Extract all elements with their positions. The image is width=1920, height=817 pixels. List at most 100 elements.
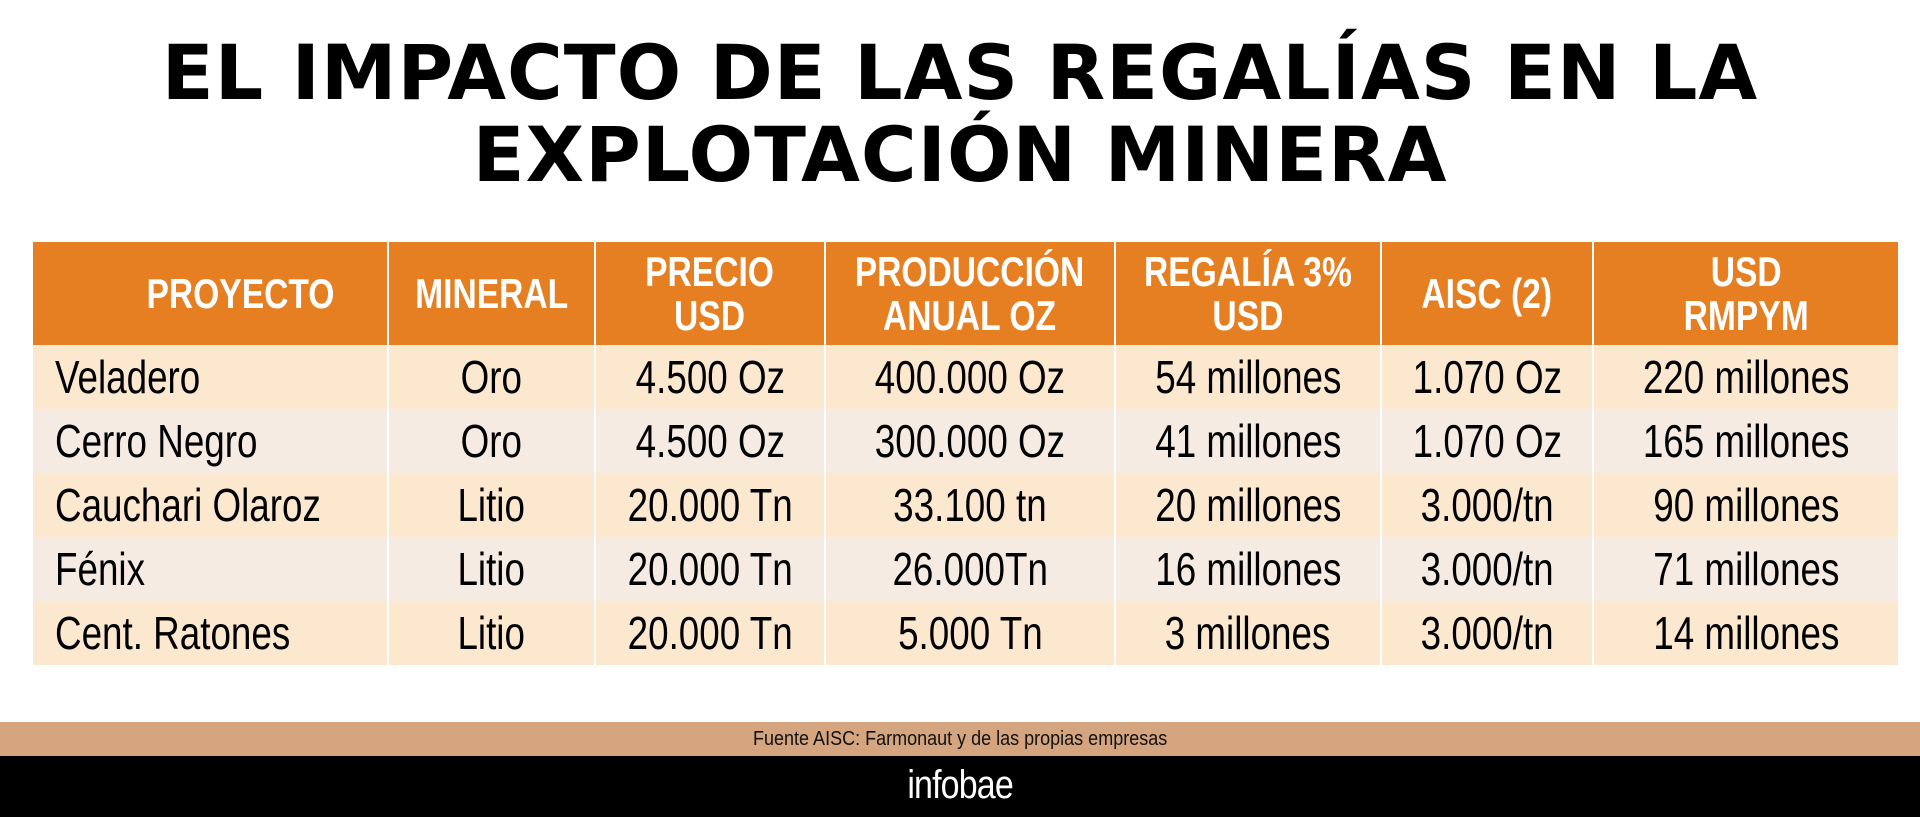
header-line-1: PROYECTO bbox=[146, 269, 334, 317]
table-row: Cerro Negro Oro 4.500 Oz 300.000 Oz 41 millo… bbox=[31, 409, 1900, 473]
header-line-2: USD bbox=[1212, 291, 1284, 339]
table-cell: Veladero bbox=[31, 345, 389, 409]
cell-text: 16 millones bbox=[1154, 543, 1342, 595]
header-line-1: AISC (2) bbox=[1421, 269, 1553, 317]
column-header: PRECIO USD bbox=[594, 242, 826, 345]
cell-text: 33.100 tn bbox=[893, 479, 1047, 531]
table-cell: 20.000 Tn bbox=[594, 537, 826, 601]
title-line-1: EL IMPACTO DE LAS REGALÍAS EN LA bbox=[161, 28, 1759, 117]
cell-text: Oro bbox=[460, 351, 523, 403]
table-row: Cent. Ratones Litio 20.000 Tn 5.000 Tn 3 mil… bbox=[31, 601, 1900, 665]
table-cell: Cauchari Olaroz bbox=[31, 473, 389, 537]
column-header: AISC (2) bbox=[1380, 242, 1594, 345]
header-line-1: MINERAL bbox=[414, 269, 569, 317]
cell-text: 20.000 Tn bbox=[627, 607, 793, 659]
cell-text: 20.000 Tn bbox=[627, 543, 793, 595]
cell-text: Fénix bbox=[55, 543, 145, 595]
table-cell: 300.000 Oz bbox=[824, 409, 1116, 473]
table-cell: Litio bbox=[387, 601, 596, 665]
table-row: Fénix Litio 20.000 Tn 26.000Tn 16 millones 3.… bbox=[31, 537, 1900, 601]
header-line-2: RMPYM bbox=[1683, 291, 1809, 339]
cell-text: 3.000/tn bbox=[1420, 479, 1554, 531]
column-header: PRODUCCIÓN ANUAL OZ bbox=[824, 242, 1116, 345]
cell-text: Cauchari Olaroz bbox=[55, 479, 321, 531]
cell-text: 41 millones bbox=[1154, 415, 1342, 467]
cell-text: 90 millones bbox=[1652, 479, 1840, 531]
cell-text: Litio bbox=[457, 543, 526, 595]
cell-text: Cent. Ratones bbox=[55, 607, 291, 659]
cell-text: 1.070 Oz bbox=[1412, 351, 1562, 403]
header-line-1: USD bbox=[1710, 247, 1782, 295]
table-cell: 90 millones bbox=[1592, 473, 1900, 537]
table-cell: 3.000/tn bbox=[1380, 601, 1594, 665]
cell-text: 165 millones bbox=[1642, 415, 1850, 467]
cell-text: 3.000/tn bbox=[1420, 543, 1554, 595]
page-title: EL IMPACTO DE LAS REGALÍAS EN LA EXPLOTA… bbox=[0, 32, 1920, 196]
table-cell: 1.070 Oz bbox=[1380, 345, 1594, 409]
column-header: USD RMPYM bbox=[1592, 242, 1900, 345]
table-cell: 4.500 Oz bbox=[594, 345, 826, 409]
table-cell: 33.100 tn bbox=[824, 473, 1116, 537]
cell-text: 1.070 Oz bbox=[1412, 415, 1562, 467]
table-cell: Oro bbox=[387, 345, 596, 409]
title-line-2: EXPLOTACIÓN MINERA bbox=[472, 110, 1448, 199]
cell-text: 4.500 Oz bbox=[635, 351, 785, 403]
cell-text: 5.000 Tn bbox=[897, 607, 1043, 659]
table-cell: Litio bbox=[387, 537, 596, 601]
cell-text: 4.500 Oz bbox=[635, 415, 785, 467]
table-cell: 20 millones bbox=[1114, 473, 1382, 537]
royalties-table: PROYECTO MINERAL PRECIO USD PRODUCCIÓN ANUAL … bbox=[31, 242, 1900, 665]
column-header: REGALÍA 3% USD bbox=[1114, 242, 1382, 345]
header-line-1: PRODUCCIÓN bbox=[855, 247, 1085, 295]
cell-text: Litio bbox=[457, 479, 526, 531]
source-note: Fuente AISC: Farmonaut y de las propias … bbox=[0, 722, 1920, 756]
cell-text: Oro bbox=[460, 415, 523, 467]
table-cell: 16 millones bbox=[1114, 537, 1382, 601]
cell-text: 26.000Tn bbox=[892, 543, 1048, 595]
cell-text: Veladero bbox=[55, 351, 201, 403]
cell-text: 71 millones bbox=[1652, 543, 1840, 595]
table-cell: 20.000 Tn bbox=[594, 601, 826, 665]
table-cell: 5.000 Tn bbox=[824, 601, 1116, 665]
table-cell: 3.000/tn bbox=[1380, 537, 1594, 601]
cell-text: Cerro Negro bbox=[55, 415, 258, 467]
header-line-1: REGALÍA 3% bbox=[1144, 247, 1352, 295]
table-cell: 71 millones bbox=[1592, 537, 1900, 601]
table-row: Veladero Oro 4.500 Oz 400.000 Oz 54 millones… bbox=[31, 345, 1900, 409]
cell-text: 400.000 Oz bbox=[874, 351, 1066, 403]
table-cell: 41 millones bbox=[1114, 409, 1382, 473]
table-cell: Fénix bbox=[31, 537, 389, 601]
header-line-2: ANUAL OZ bbox=[883, 291, 1057, 339]
header-line-1: PRECIO bbox=[645, 247, 775, 295]
table-cell: Oro bbox=[387, 409, 596, 473]
cell-text: 3 millones bbox=[1165, 607, 1331, 659]
table-cell: 1.070 Oz bbox=[1380, 409, 1594, 473]
brand-logo: infobae bbox=[0, 756, 1920, 817]
table-cell: 20.000 Tn bbox=[594, 473, 826, 537]
cell-text: 20 millones bbox=[1154, 479, 1342, 531]
cell-text: 300.000 Oz bbox=[874, 415, 1066, 467]
column-header: MINERAL bbox=[387, 242, 596, 345]
header-line-2: USD bbox=[674, 291, 746, 339]
table-cell: 400.000 Oz bbox=[824, 345, 1116, 409]
table-cell: 3 millones bbox=[1114, 601, 1382, 665]
table-cell: 26.000Tn bbox=[824, 537, 1116, 601]
table-cell: 54 millones bbox=[1114, 345, 1382, 409]
cell-text: 54 millones bbox=[1154, 351, 1342, 403]
table-cell: 4.500 Oz bbox=[594, 409, 826, 473]
cell-text: 3.000/tn bbox=[1420, 607, 1554, 659]
cell-text: 14 millones bbox=[1652, 607, 1840, 659]
cell-text: 20.000 Tn bbox=[627, 479, 793, 531]
table-row: Cauchari Olaroz Litio 20.000 Tn 33.100 tn 20… bbox=[31, 473, 1900, 537]
table-cell: Cerro Negro bbox=[31, 409, 389, 473]
table-cell: Cent. Ratones bbox=[31, 601, 389, 665]
table-cell: 14 millones bbox=[1592, 601, 1900, 665]
table-cell: 220 millones bbox=[1592, 345, 1900, 409]
table-cell: Litio bbox=[387, 473, 596, 537]
table-cell: 165 millones bbox=[1592, 409, 1900, 473]
cell-text: Litio bbox=[457, 607, 526, 659]
column-header: PROYECTO bbox=[31, 242, 389, 345]
cell-text: 220 millones bbox=[1642, 351, 1850, 403]
table-cell: 3.000/tn bbox=[1380, 473, 1594, 537]
table-header-row: PROYECTO MINERAL PRECIO USD PRODUCCIÓN ANUAL … bbox=[31, 242, 1900, 345]
